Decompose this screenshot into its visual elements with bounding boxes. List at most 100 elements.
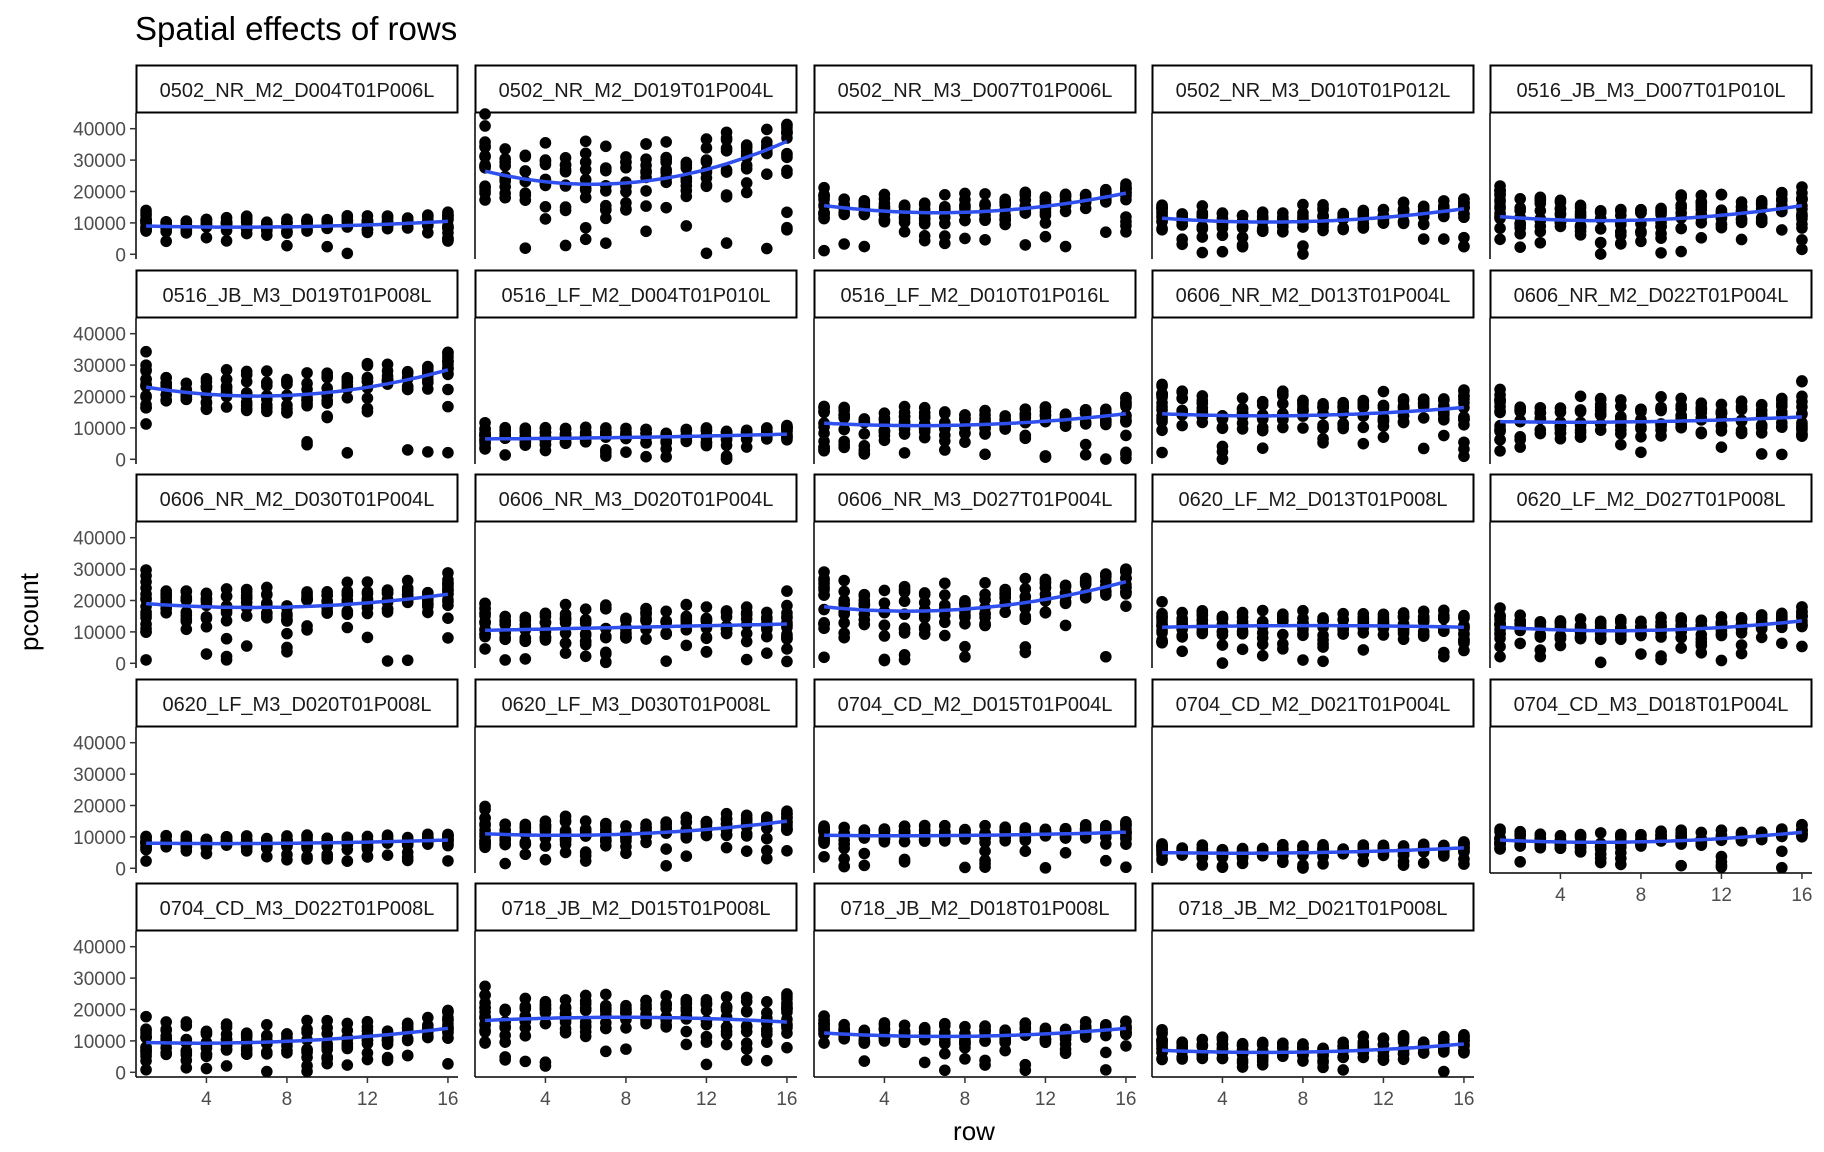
data-point — [1534, 225, 1547, 238]
data-point — [1615, 229, 1627, 242]
data-point — [600, 237, 612, 250]
data-point — [761, 611, 773, 624]
data-point — [1494, 222, 1506, 235]
facet-panel: 0606_NR_M2_D022T01P004L — [1489, 269, 1813, 464]
y-tick-label: 20000 — [73, 591, 126, 612]
data-point — [1675, 420, 1687, 433]
data-point — [1554, 629, 1567, 642]
data-point — [600, 426, 612, 438]
data-point — [1317, 436, 1329, 449]
data-point — [761, 630, 773, 643]
data-point — [1417, 614, 1430, 626]
data-point — [939, 435, 951, 447]
data-point — [1534, 616, 1547, 628]
data-point — [1256, 1038, 1269, 1051]
data-point — [959, 861, 971, 874]
data-point — [818, 1018, 830, 1030]
data-point — [1156, 1034, 1168, 1046]
y-tick-label: 0 — [115, 1063, 126, 1084]
data-point — [240, 375, 253, 388]
facet-strip — [1151, 678, 1475, 728]
y-tick-label: 20000 — [73, 796, 126, 817]
data-point — [600, 446, 612, 459]
data-point — [1675, 642, 1687, 654]
x-tick-label: 4 — [201, 1089, 212, 1110]
facet-strip-label: 0620_LF_M3_D030T01P008L — [501, 694, 770, 716]
data-point — [240, 640, 253, 652]
smooth-trend-line — [145, 368, 449, 398]
facet-strip — [1151, 269, 1475, 319]
data-point — [720, 1038, 733, 1051]
data-point — [539, 819, 552, 832]
y-tick-label: 0 — [115, 859, 126, 880]
data-point — [1675, 245, 1687, 258]
data-point — [1635, 403, 1647, 416]
data-point — [281, 1028, 293, 1040]
data-point — [539, 421, 552, 434]
x-tick-label: 16 — [1453, 1089, 1474, 1110]
data-point — [1019, 1064, 1032, 1077]
data-point — [979, 577, 991, 589]
data-point — [720, 841, 733, 854]
data-point — [140, 1010, 152, 1023]
smooth-trend-line — [1162, 1042, 1465, 1055]
data-point — [1514, 609, 1526, 621]
data-point — [1594, 223, 1607, 235]
data-point — [1735, 647, 1748, 660]
data-point — [781, 206, 793, 219]
data-point — [499, 1003, 511, 1016]
facet-strip — [474, 678, 798, 728]
points-group — [1156, 378, 1470, 465]
data-point — [1494, 195, 1506, 208]
data-point — [1675, 859, 1687, 872]
data-point — [640, 633, 652, 645]
y-tick-label: 20000 — [73, 182, 126, 203]
data-point — [1458, 443, 1470, 455]
data-point — [999, 606, 1011, 619]
data-point — [1256, 649, 1269, 662]
data-point — [1397, 415, 1410, 428]
data-point — [1059, 619, 1072, 632]
data-point — [858, 428, 871, 440]
data-point — [1494, 445, 1506, 457]
data-point — [1438, 200, 1450, 212]
data-point — [381, 849, 394, 861]
smooth-trend-line — [1500, 415, 1802, 424]
facet-strip — [813, 64, 1137, 114]
data-point — [1156, 620, 1168, 632]
data-point — [1357, 613, 1370, 625]
data-point — [878, 597, 891, 609]
data-point — [321, 367, 333, 379]
data-point — [1039, 230, 1052, 243]
data-point — [781, 421, 793, 433]
data-point — [680, 639, 693, 652]
data-point — [1796, 609, 1808, 622]
data-point — [442, 1013, 454, 1026]
data-point — [939, 589, 951, 601]
data-point — [1297, 394, 1309, 407]
data-point — [361, 359, 374, 372]
data-point — [640, 821, 652, 834]
data-point — [838, 627, 850, 639]
data-point — [720, 191, 733, 203]
data-point — [660, 1002, 672, 1015]
data-point — [519, 1030, 532, 1042]
data-point — [1796, 401, 1808, 413]
data-point — [140, 569, 152, 582]
data-point — [781, 151, 793, 164]
data-point — [200, 231, 213, 244]
data-point — [1458, 622, 1470, 635]
data-point — [559, 239, 572, 252]
data-point — [818, 1037, 830, 1049]
data-point — [1514, 637, 1526, 650]
data-point — [858, 859, 871, 872]
data-point — [1156, 846, 1168, 858]
data-point — [1438, 611, 1450, 623]
data-point — [1337, 223, 1349, 236]
data-point — [1494, 393, 1506, 406]
data-point — [1615, 410, 1627, 423]
data-point — [442, 1022, 454, 1034]
data-point — [898, 199, 911, 211]
data-point — [1059, 595, 1072, 608]
data-point — [1715, 420, 1728, 433]
